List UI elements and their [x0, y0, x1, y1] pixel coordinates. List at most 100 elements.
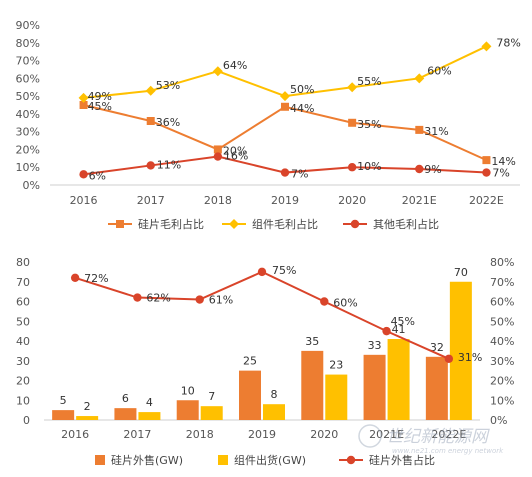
bar-label: 10: [181, 384, 195, 397]
data-label: 35%: [357, 118, 381, 131]
data-point: [482, 168, 491, 177]
y-tick-label: 80: [16, 256, 30, 269]
data-point: [78, 92, 89, 103]
data-point: [280, 168, 290, 177]
legend-marker: [229, 219, 239, 229]
y-tick-label: 10%: [16, 161, 40, 174]
data-point: [257, 267, 267, 277]
data-label: 72%: [84, 272, 108, 285]
data-label: 31%: [458, 351, 482, 364]
data-label: 7%: [492, 167, 509, 180]
data-label: 16%: [224, 150, 248, 163]
data-point: [347, 163, 357, 172]
bar-label: 8: [271, 388, 278, 401]
x-tick-label: 2022E: [431, 428, 466, 441]
x-tick-label: 2018: [186, 428, 214, 441]
y2-tick-label: 80%: [490, 256, 514, 269]
y2-tick-label: 40%: [490, 335, 514, 348]
legend-label: 组件毛利占比: [252, 217, 318, 231]
data-label: 11%: [157, 158, 181, 171]
bar-label: 70: [454, 266, 468, 279]
watermark-logo-icon: [358, 424, 382, 448]
bar-label: 7: [208, 390, 215, 403]
data-label: 9%: [424, 163, 441, 176]
bar: [239, 370, 261, 420]
x-tick-label: 2020: [310, 428, 338, 441]
data-point: [195, 295, 204, 304]
data-point: [145, 85, 156, 96]
y-tick-label: 0: [23, 414, 30, 427]
data-point: [146, 117, 155, 125]
y2-tick-label: 70%: [490, 276, 514, 289]
data-label: 14%: [491, 155, 515, 168]
watermark-subtext: www.ne21.com energy network: [392, 447, 504, 455]
bar: [425, 356, 448, 420]
data-label: 62%: [146, 292, 170, 305]
legend-swatch: [95, 455, 105, 465]
y-tick-label: 10: [16, 394, 30, 407]
data-point: [481, 41, 492, 52]
data-label: 45%: [88, 100, 112, 113]
data-point: [79, 101, 88, 109]
bar: [200, 406, 223, 420]
data-label: 31%: [424, 125, 448, 138]
data-point: [79, 170, 88, 179]
bar-label: 33: [368, 339, 382, 352]
data-point: [213, 145, 222, 154]
y-tick-label: 30%: [16, 126, 40, 139]
series-line: [83, 45, 487, 99]
data-point: [482, 156, 491, 165]
data-label: 64%: [223, 59, 247, 72]
data-point: [444, 354, 454, 363]
y2-tick-label: 60%: [490, 296, 514, 309]
y2-tick-label: 30%: [490, 355, 514, 368]
y-tick-label: 90%: [16, 19, 40, 32]
x-tick-label: 2016: [61, 428, 89, 441]
y2-tick-label: 50%: [490, 315, 514, 328]
data-label: 7%: [291, 168, 308, 181]
bar-label: 4: [146, 396, 153, 409]
bar: [449, 281, 472, 420]
legend-marker: [346, 455, 356, 465]
x-tick-label: 2022E: [469, 194, 504, 207]
legend-label: 硅片外售占比: [369, 453, 435, 467]
data-label: 10%: [357, 160, 381, 173]
legend-label: 硅片外售(GW): [111, 453, 183, 467]
y-tick-label: 50%: [16, 90, 40, 103]
bar: [138, 412, 161, 420]
legend-label: 硅片毛利占比: [138, 217, 204, 231]
bar-label: 32: [430, 341, 444, 354]
data-label: 75%: [272, 264, 296, 277]
y-tick-label: 20: [16, 375, 30, 388]
data-label: 36%: [156, 116, 180, 129]
bar-label: 2: [84, 400, 91, 413]
data-point: [415, 164, 424, 174]
bar: [76, 416, 99, 420]
bar: [52, 410, 75, 420]
y-tick-label: 20%: [16, 143, 40, 156]
data-label: 61%: [209, 294, 233, 307]
data-point: [133, 293, 142, 302]
data-point: [348, 118, 357, 127]
y-tick-label: 40%: [16, 108, 40, 121]
data-point: [146, 161, 155, 170]
x-tick-label: 2017: [123, 428, 151, 441]
y-tick-label: 80%: [16, 37, 40, 50]
data-label: 55%: [357, 75, 381, 88]
data-label: 44%: [290, 102, 314, 115]
y-tick-label: 70: [16, 276, 30, 289]
y-tick-label: 60: [16, 296, 30, 309]
legend-label: 组件出货(GW): [234, 453, 306, 467]
data-point: [281, 102, 289, 111]
y2-tick-label: 20%: [490, 375, 514, 388]
data-label: 50%: [290, 83, 314, 96]
bar: [301, 350, 324, 420]
x-tick-label: 2017: [137, 194, 165, 207]
x-tick-label: 2021E: [402, 194, 437, 207]
x-tick-label: 2019: [248, 428, 276, 441]
legend-marker: [350, 219, 360, 229]
y2-tick-label: 0%: [490, 414, 507, 427]
data-point: [212, 66, 223, 77]
